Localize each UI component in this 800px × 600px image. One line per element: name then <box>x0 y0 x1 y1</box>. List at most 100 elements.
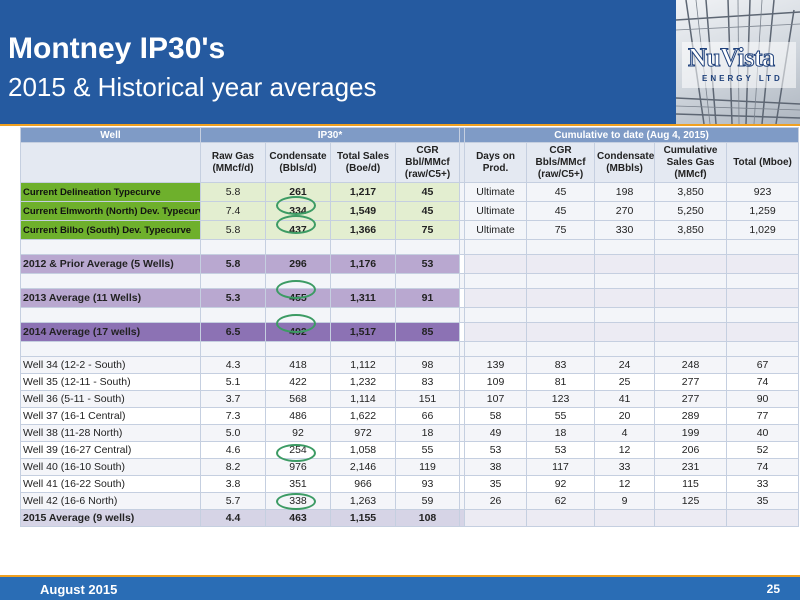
total-mboe-value: 90 <box>726 390 800 408</box>
empty-cell <box>265 239 331 255</box>
cgr-value: 18 <box>394 424 461 442</box>
days-on-prod-value: Ultimate <box>464 201 528 221</box>
total-mboe-value: 40 <box>726 424 800 442</box>
empty-cell <box>200 341 266 357</box>
cum-condensate-value: 12 <box>594 441 656 459</box>
empty-cell <box>726 239 800 255</box>
empty-cell <box>726 307 800 323</box>
condensate-header: Condensate (Bbls/d) <box>265 142 331 183</box>
cum-sales-gas-value: 5,250 <box>654 201 728 221</box>
well-name: Current Elmworth (North) Dev. Typecurve <box>20 201 201 221</box>
cum-cgr-value: 55 <box>526 407 596 425</box>
total-sales-header: Total Sales (Boe/d) <box>330 142 396 183</box>
total-sales-value: 2,146 <box>330 458 396 476</box>
empty-cell <box>654 254 728 274</box>
cum-sales-gas-value: 277 <box>654 390 728 408</box>
total-sales-value: 1,155 <box>330 509 396 527</box>
raw-gas-value: 5.0 <box>200 424 266 442</box>
empty-cell <box>464 254 528 274</box>
empty-cell <box>594 307 656 323</box>
well-row: Well 35 (12-11 - South) 5.1 422 1,232 83 109 8… <box>20 373 800 391</box>
days-on-prod-value: Ultimate <box>464 182 528 202</box>
raw-gas-value: 5.7 <box>200 492 266 510</box>
cum-cgr-value: 75 <box>526 220 596 240</box>
cgr-value: 66 <box>394 407 461 425</box>
typecurve-row: Current Elmworth (North) Dev. Typecurve 7… <box>20 201 800 221</box>
average-row: 2014 Average (17 wells) 6.5 492 1,517 85 <box>20 322 800 342</box>
well-row: Well 40 (16-10 South) 8.2 976 2,146 119 38 117… <box>20 458 800 476</box>
days-on-prod-value: 35 <box>464 475 528 493</box>
total-sales-value: 1,549 <box>330 201 396 221</box>
cum-condensate-value: 270 <box>594 201 656 221</box>
total-mboe-value: 67 <box>726 356 800 374</box>
cum-cgr-value: 62 <box>526 492 596 510</box>
cum-sales-gas-value: 115 <box>654 475 728 493</box>
total-mboe-value: 77 <box>726 407 800 425</box>
cum-condensate-value: 330 <box>594 220 656 240</box>
cum-cgr-value: 92 <box>526 475 596 493</box>
cum-cgr-value: 18 <box>526 424 596 442</box>
empty-cell <box>464 322 528 342</box>
footer-accent-line <box>0 575 800 577</box>
raw-gas-value: 6.5 <box>200 322 266 342</box>
empty-cell <box>526 239 596 255</box>
company-logo: NuVista ENERGY LTD <box>682 42 796 88</box>
days-on-prod-value: 49 <box>464 424 528 442</box>
well-name: 2015 Average (9 wells) <box>20 509 201 527</box>
cum-cgr-value: 123 <box>526 390 596 408</box>
page-number: 25 <box>766 582 780 596</box>
total-mboe-value: 74 <box>726 373 800 391</box>
empty-cell <box>20 239 201 255</box>
total-sales-value: 1,232 <box>330 373 396 391</box>
empty-cell <box>330 273 396 289</box>
total-sales-value: 1,176 <box>330 254 396 274</box>
well-name: Well 41 (16-22 South) <box>20 475 201 493</box>
empty-cell <box>265 341 331 357</box>
total-sales-value: 1,112 <box>330 356 396 374</box>
spacer-row <box>20 239 800 255</box>
raw-gas-value: 3.7 <box>200 390 266 408</box>
typecurve-row: Current Bilbo (South) Dev. Typecurve 5.8 4… <box>20 220 800 240</box>
empty-cell <box>594 341 656 357</box>
days-on-prod-value: 53 <box>464 441 528 459</box>
total-sales-value: 1,517 <box>330 322 396 342</box>
cum-sales-gas-value: 125 <box>654 492 728 510</box>
empty-cell <box>464 341 528 357</box>
highlight-circle-976 <box>276 444 316 462</box>
spacer-row <box>20 341 800 357</box>
ip30-table: Well IP30* Cumulative to date (Aug 4, 20… <box>20 127 800 527</box>
condensate-value: 261 <box>265 182 331 202</box>
well-group-header: Well <box>20 127 201 143</box>
average-row: 2013 Average (11 Wells) 5.3 455 1,311 91 <box>20 288 800 308</box>
empty-cell <box>526 254 596 274</box>
cum-condensate-value: 41 <box>594 390 656 408</box>
empty-cell <box>594 254 656 274</box>
well-name: Well 38 (11-28 North) <box>20 424 201 442</box>
cum-cgr-value: 117 <box>526 458 596 476</box>
cgr-value: 45 <box>394 201 461 221</box>
slide-footer: August 2015 25 <box>0 577 800 600</box>
empty-cell <box>654 239 728 255</box>
cumulative-group-header: Cumulative to date (Aug 4, 2015) <box>464 127 800 143</box>
raw-gas-value: 5.1 <box>200 373 266 391</box>
condensate-value: 418 <box>265 356 331 374</box>
condensate-value: 92 <box>265 424 331 442</box>
empty-cell <box>330 307 396 323</box>
raw-gas-value: 7.3 <box>200 407 266 425</box>
empty-cell <box>726 509 800 527</box>
well-name: Current Bilbo (South) Dev. Typecurve <box>20 220 201 240</box>
well-name: Well 40 (16-10 South) <box>20 458 201 476</box>
cum-cgr-value: 83 <box>526 356 596 374</box>
empty-cell <box>526 288 596 308</box>
total-sales-value: 972 <box>330 424 396 442</box>
empty-cell <box>394 341 461 357</box>
cum-sales-gas-value: 199 <box>654 424 728 442</box>
condensate-value: 351 <box>265 475 331 493</box>
well-name: 2013 Average (11 Wells) <box>20 288 201 308</box>
total-mboe-value: 1,259 <box>726 201 800 221</box>
empty-cell <box>726 341 800 357</box>
well-row: Well 37 (16-1 Central) 7.3 486 1,622 66 58 55 2… <box>20 407 800 425</box>
total-mboe-value: 1,029 <box>726 220 800 240</box>
cgr-value: 98 <box>394 356 461 374</box>
cum-condensate-value: 9 <box>594 492 656 510</box>
